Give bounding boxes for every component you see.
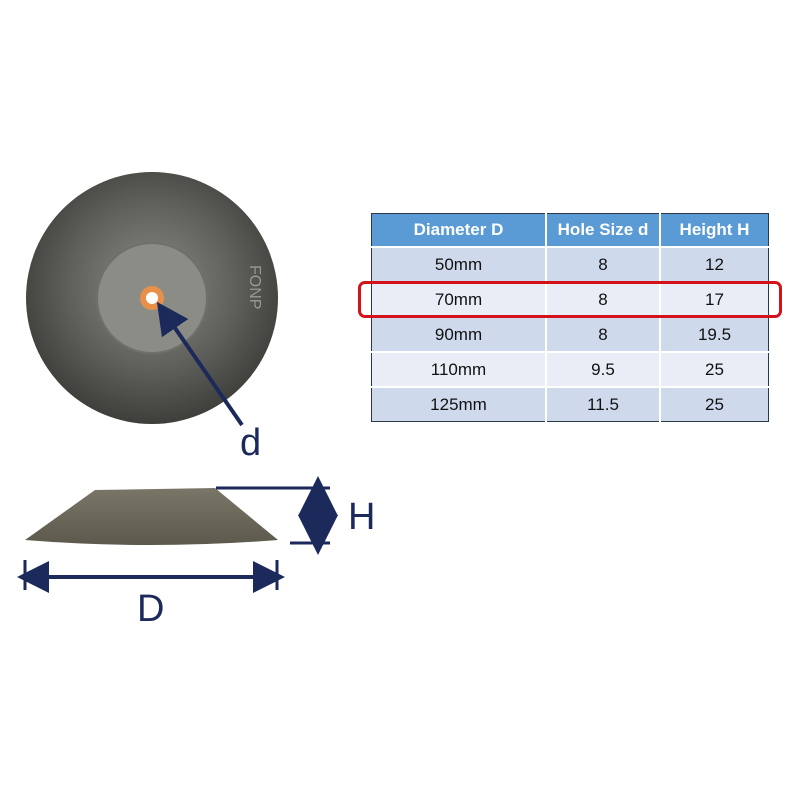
anode-side-view xyxy=(25,488,278,545)
table-row: 90mm 8 19.5 xyxy=(371,316,769,352)
header-height: Height H xyxy=(660,213,769,247)
table-row: 110mm 9.5 25 xyxy=(371,351,769,387)
hole-label: d xyxy=(240,422,262,464)
hole-arrow xyxy=(156,301,244,427)
header-diameter: Diameter D xyxy=(371,213,547,247)
anode-top-view: FONP xyxy=(26,172,278,424)
svg-text:FONP: FONP xyxy=(246,265,263,309)
table-header: Diameter D Hole Size d Height H xyxy=(371,213,769,247)
cell: 8 xyxy=(546,281,661,317)
highlight-box xyxy=(358,281,782,318)
cell: 17 xyxy=(660,281,769,317)
diameter-label: D xyxy=(137,588,165,630)
header-hole-size: Hole Size d xyxy=(546,213,661,247)
cell: 50mm xyxy=(371,246,547,282)
cell: 25 xyxy=(660,351,769,387)
cell: 12 xyxy=(660,246,769,282)
cell: 8 xyxy=(546,246,661,282)
cell: 8 xyxy=(546,316,661,352)
table-row: 125mm 11.5 25 xyxy=(371,386,769,422)
cell: 90mm xyxy=(371,316,547,352)
cell: 125mm xyxy=(371,386,547,422)
height-label: H xyxy=(348,496,376,538)
cell: 19.5 xyxy=(660,316,769,352)
cell: 11.5 xyxy=(546,386,661,422)
table-row: 50mm 8 12 xyxy=(371,246,769,282)
size-table: Diameter D Hole Size d Height H 50mm 8 1… xyxy=(371,213,769,422)
cell: 70mm xyxy=(371,281,547,317)
cell: 25 xyxy=(660,386,769,422)
cell: 110mm xyxy=(371,351,547,387)
table-row: 70mm 8 17 xyxy=(371,281,769,317)
cell: 9.5 xyxy=(546,351,661,387)
